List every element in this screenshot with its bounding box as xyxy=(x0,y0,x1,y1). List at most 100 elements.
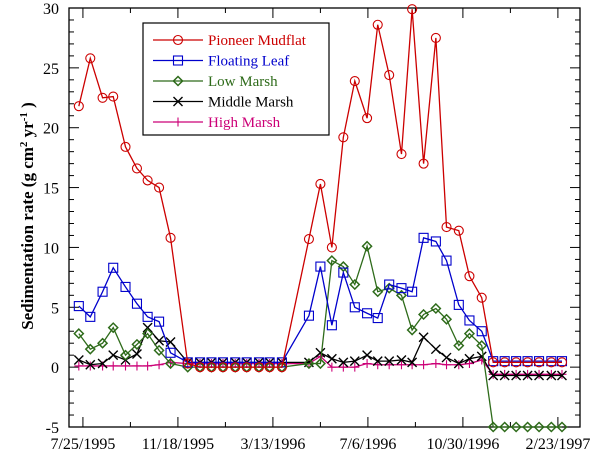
series-floating-leaf xyxy=(73,232,568,368)
legend-label: Middle Marsh xyxy=(208,95,294,111)
data-point-pioneer-mudflat xyxy=(264,362,275,373)
data-point-low-marsh xyxy=(142,328,154,340)
data-point-pioneer-mudflat xyxy=(241,362,252,373)
data-point-pioneer-mudflat xyxy=(556,357,568,368)
data-point-middle-marsh xyxy=(142,322,153,333)
data-point-pioneer-mudflat xyxy=(372,19,383,30)
data-point-floating-leaf xyxy=(464,315,475,326)
data-point-middle-marsh xyxy=(418,332,429,343)
data-point-middle-marsh xyxy=(73,354,84,365)
data-point-pioneer-mudflat xyxy=(315,178,326,190)
x-tick-label: 7/6/1996 xyxy=(339,436,396,453)
data-point-low-marsh xyxy=(349,278,361,291)
legend-item-middle-marsh: Middle Marsh xyxy=(153,95,294,111)
y-axis-label: Sedimentation rate (g cm2 yr-1 ) xyxy=(18,102,37,330)
data-point-high-marsh xyxy=(546,369,556,379)
data-point-high-marsh xyxy=(454,360,464,370)
data-point-low-marsh xyxy=(487,421,499,433)
data-point-floating-leaf xyxy=(73,301,84,312)
y-tick-label: 0 xyxy=(51,360,59,377)
data-point-low-marsh xyxy=(182,361,194,373)
data-point-pioneer-mudflat xyxy=(453,225,464,236)
data-point-middle-marsh xyxy=(326,353,337,364)
data-point-floating-leaf xyxy=(131,298,143,309)
x-tick-label: 11/18/1995 xyxy=(142,436,214,453)
data-point-floating-leaf xyxy=(407,286,418,297)
data-point-low-marsh xyxy=(303,357,315,370)
data-point-floating-leaf xyxy=(372,313,383,324)
data-point-floating-leaf xyxy=(97,286,108,297)
data-point-floating-leaf xyxy=(430,236,441,247)
data-point-low-marsh xyxy=(361,240,373,252)
data-point-low-marsh xyxy=(499,421,511,433)
data-point-low-marsh xyxy=(383,282,395,294)
data-point-low-marsh xyxy=(97,337,109,349)
data-point-low-marsh xyxy=(453,340,465,352)
data-point-floating-leaf xyxy=(349,302,360,313)
legend-label: Low Marsh xyxy=(208,74,278,90)
data-point-low-marsh xyxy=(522,421,534,433)
data-point-pioneer-mudflat xyxy=(165,232,176,243)
legend-marker-floating-leaf xyxy=(172,55,184,66)
data-point-floating-leaf xyxy=(384,279,395,290)
series-line-low-marsh xyxy=(78,243,562,428)
data-point-low-marsh xyxy=(545,421,557,433)
data-point-high-marsh xyxy=(419,360,429,370)
series-layer xyxy=(73,4,568,433)
data-point-low-marsh xyxy=(440,313,453,325)
data-point-pioneer-mudflat xyxy=(97,92,108,103)
legend-marker-middle-marsh xyxy=(173,96,183,107)
data-point-floating-leaf xyxy=(418,232,429,243)
data-point-middle-marsh xyxy=(476,351,487,362)
data-point-middle-marsh xyxy=(441,352,452,363)
data-point-middle-marsh xyxy=(488,370,499,381)
data-point-pioneer-mudflat xyxy=(534,357,545,368)
data-point-high-marsh xyxy=(464,359,474,369)
data-point-high-marsh xyxy=(338,362,348,372)
data-point-floating-leaf xyxy=(338,267,349,278)
data-point-pioneer-mudflat xyxy=(464,271,475,282)
data-point-high-marsh xyxy=(132,361,142,371)
data-point-high-marsh xyxy=(500,369,510,379)
data-point-middle-marsh xyxy=(511,370,522,381)
data-point-pioneer-mudflat xyxy=(230,362,241,373)
legend-label: High Marsh xyxy=(208,115,281,131)
legend: Pioneer Mudflat Floating Leaf Low Marsh Mid… xyxy=(142,22,330,136)
data-point-pioneer-mudflat xyxy=(131,163,143,174)
data-point-middle-marsh xyxy=(362,350,373,361)
data-point-high-marsh xyxy=(121,361,131,371)
data-point-floating-leaf xyxy=(142,311,153,322)
legend-item-low-marsh: Low Marsh xyxy=(153,74,278,90)
data-point-high-marsh xyxy=(534,369,544,379)
data-point-pioneer-mudflat xyxy=(73,101,84,112)
data-point-pioneer-mudflat xyxy=(206,362,217,373)
data-point-pioneer-mudflat xyxy=(441,222,452,233)
data-point-pioneer-mudflat xyxy=(522,357,533,368)
data-point-low-marsh xyxy=(463,328,476,340)
data-point-low-marsh xyxy=(73,328,85,340)
legend-label: Pioneer Mudflat xyxy=(208,33,307,49)
data-point-low-marsh xyxy=(406,324,418,336)
legend-label: Floating Leaf xyxy=(208,54,289,70)
data-point-high-marsh xyxy=(85,361,95,371)
data-point-middle-marsh xyxy=(131,348,142,359)
y-tick-label: -5 xyxy=(46,420,59,437)
data-point-middle-marsh xyxy=(97,358,108,369)
data-point-pioneer-mudflat xyxy=(546,357,557,368)
data-point-middle-marsh xyxy=(315,347,326,358)
data-point-middle-marsh xyxy=(108,350,119,361)
data-point-pioneer-mudflat xyxy=(85,53,96,64)
x-tick-label: 3/13/1996 xyxy=(240,436,305,453)
data-point-low-marsh xyxy=(476,340,488,352)
data-point-high-marsh xyxy=(523,369,533,379)
data-point-middle-marsh xyxy=(85,359,96,370)
data-point-high-marsh xyxy=(362,359,372,369)
data-point-floating-leaf xyxy=(85,311,96,322)
data-point-low-marsh xyxy=(164,357,177,370)
data-point-floating-leaf xyxy=(165,347,176,358)
data-point-low-marsh xyxy=(107,322,119,334)
data-point-low-marsh xyxy=(153,344,165,356)
data-point-floating-leaf xyxy=(120,281,131,292)
y-tick-label: 10 xyxy=(43,240,59,257)
